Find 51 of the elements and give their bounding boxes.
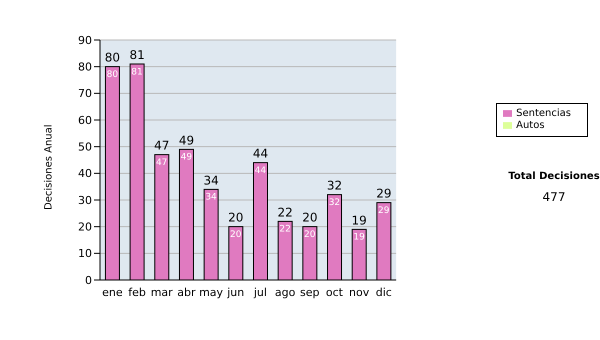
x-tick-label: jun bbox=[226, 286, 244, 299]
x-tick-label: dic bbox=[376, 286, 392, 299]
y-tick-label: 70 bbox=[78, 87, 92, 100]
text: 477 bbox=[542, 190, 566, 204]
annotation: 49 bbox=[178, 133, 194, 148]
annotation: 34 bbox=[203, 173, 219, 188]
data-label: 49 bbox=[180, 152, 192, 163]
text: Total Decisiones bbox=[508, 171, 600, 182]
annotation: 80 bbox=[104, 50, 120, 65]
data-label: 47 bbox=[156, 158, 168, 168]
data-label: 34 bbox=[205, 192, 218, 203]
y-tick-label: 50 bbox=[78, 140, 92, 154]
annotation: 29 bbox=[376, 186, 392, 201]
y-tick-label: 60 bbox=[78, 114, 92, 127]
data-label: 20 bbox=[230, 230, 242, 240]
x-tick-label: nov bbox=[349, 286, 370, 299]
data-label: 44 bbox=[254, 166, 266, 176]
x-tick-label: abr bbox=[177, 286, 196, 299]
y-tick-label: 80 bbox=[78, 60, 92, 74]
legend-label: Autos bbox=[516, 120, 545, 131]
y-tick-label: 30 bbox=[78, 194, 92, 207]
x-tick-label: jul bbox=[252, 286, 267, 299]
x-tick-label: mar bbox=[150, 286, 174, 299]
legend-label: Sentencias bbox=[516, 108, 571, 119]
y-tick-label: 10 bbox=[78, 247, 92, 260]
x-tick-label: ene bbox=[102, 286, 123, 299]
x-tick-label: ago bbox=[274, 286, 296, 299]
data-label: 32 bbox=[328, 198, 340, 208]
y-tick-label: 0 bbox=[85, 274, 92, 287]
x-tick-label: sep bbox=[300, 286, 320, 299]
x-tick-label: may bbox=[199, 286, 224, 299]
data-label: 29 bbox=[378, 206, 390, 216]
y-tick-label: 20 bbox=[78, 220, 92, 234]
annotation: 81 bbox=[129, 48, 145, 62]
data-label: 20 bbox=[304, 230, 316, 240]
annotation: 47 bbox=[154, 138, 170, 153]
y-axis-title: Decisiones Anual bbox=[44, 124, 55, 210]
data-label: 19 bbox=[353, 232, 366, 243]
annotation: 19 bbox=[352, 213, 367, 228]
x-tick-label: feb bbox=[128, 286, 146, 299]
x-tick-label: oct bbox=[326, 286, 344, 299]
annotation: 20 bbox=[228, 210, 244, 225]
annotation: 32 bbox=[326, 178, 342, 193]
y-tick-label: 90 bbox=[78, 34, 92, 47]
y-tick-label: 40 bbox=[78, 167, 92, 180]
data-label: 22 bbox=[279, 224, 291, 235]
annotation: 20 bbox=[302, 210, 318, 225]
annotation: 22 bbox=[278, 205, 293, 220]
data-label: 81 bbox=[131, 67, 143, 78]
annotation: 44 bbox=[252, 146, 268, 161]
data-label: 80 bbox=[106, 70, 118, 80]
